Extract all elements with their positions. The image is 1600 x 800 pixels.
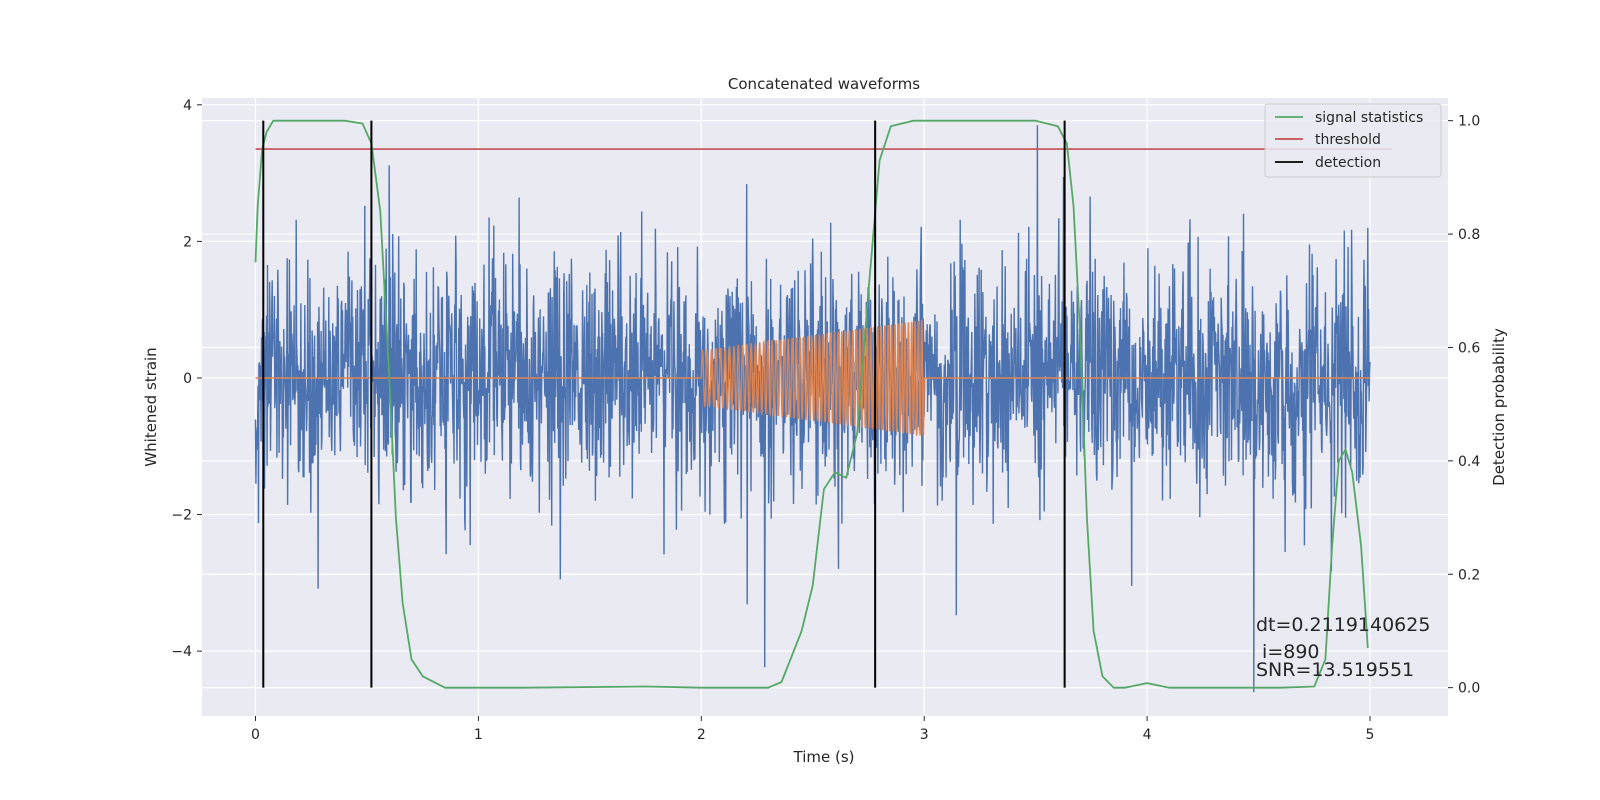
y2-tick-label: 0.8 (1458, 227, 1480, 243)
y2-tick-label: 0.6 (1458, 340, 1480, 356)
y2-tick-label: 0.2 (1458, 567, 1480, 583)
y-tick-label: −4 (171, 644, 192, 660)
y-axis-label: Whitened strain (142, 347, 160, 466)
legend-label-detection: detection (1315, 155, 1381, 171)
y2-axis-label: Detection probability (1490, 328, 1508, 486)
detection-lines (262, 120, 1066, 688)
legend-label-signal-statistics: signal statistics (1315, 110, 1423, 126)
tick-labels: 0 1 2 3 4 5 −4 −2 0 2 4 0.0 0.2 0.4 0.6 0.8 1.0 (171, 98, 1480, 743)
x-tick-label: 1 (474, 727, 483, 743)
y2-tick-label: 1.0 (1458, 114, 1480, 130)
annotation-line-snr: SNR=13.519551 (1256, 659, 1414, 681)
y-tick-label: 4 (183, 98, 192, 114)
chart-title: Concatenated waveforms (728, 75, 920, 93)
strain-line (254, 125, 1371, 693)
legend-label-threshold: threshold (1315, 132, 1381, 148)
x-tick-label: 0 (251, 727, 260, 743)
x-tick-label: 5 (1366, 727, 1375, 743)
y-tick-label: 2 (183, 234, 192, 250)
y-tick-label: −2 (171, 508, 192, 524)
waveform-series (255, 319, 1370, 437)
annotation-line-dt: dt=0.2119140625 (1256, 614, 1430, 636)
y2-tick-label: 0.0 (1458, 681, 1480, 697)
x-tick-label: 3 (920, 727, 929, 743)
strain-series (254, 125, 1371, 693)
annotation: dt=0.2119140625 i=890 SNR=13.519551 (1256, 614, 1430, 681)
annotation-line-i: i=890 (1256, 641, 1320, 663)
signal-statistics-line (254, 119, 1369, 689)
x-axis-label: Time (s) (793, 748, 855, 766)
legend: signal statistics threshold detection (1264, 103, 1442, 178)
y2-tick-label: 0.4 (1458, 454, 1480, 470)
legend-box (1264, 103, 1442, 178)
x-tick-label: 2 (697, 727, 706, 743)
x-tick-label: 4 (1143, 727, 1152, 743)
y-tick-label: 0 (183, 371, 192, 387)
signal-statistics-series (254, 119, 1369, 689)
waveform-line (255, 319, 1370, 437)
